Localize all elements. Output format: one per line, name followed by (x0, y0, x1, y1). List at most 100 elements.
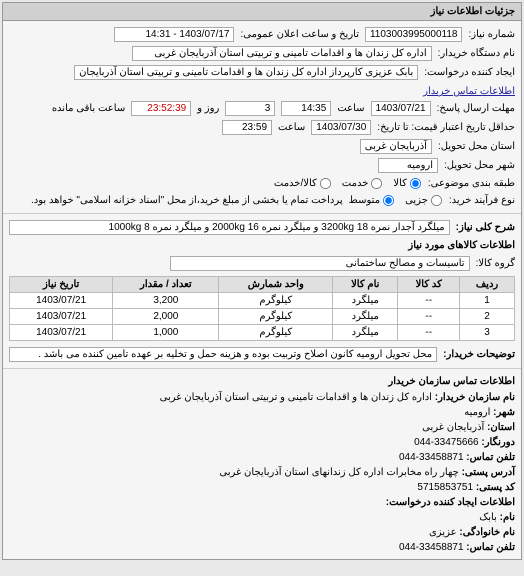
type-service-label: خدمت (342, 178, 369, 189)
table-cell: میلگرد (333, 309, 398, 325)
table-header-row: ردیف کد کالا نام کالا واحد شمارش تعداد /… (10, 277, 515, 293)
table-cell: 1403/07/21 (10, 293, 113, 309)
section-type-label: طبقه بندی موضوعی: (428, 178, 515, 189)
f-name-lbl: نام: (500, 512, 515, 523)
days-remain: 3 (225, 101, 275, 116)
buyer-org-value: اداره کل زندان ها و اقدامات تامینی و ترب… (132, 46, 432, 61)
type-goods-option[interactable]: کالا (393, 177, 422, 190)
creator-label: ایجاد کننده درخواست: (424, 67, 515, 78)
process-label: نوع فرآیند خرید: (449, 195, 515, 206)
type-both-option[interactable]: کالا/خدمت (274, 177, 332, 190)
deadline-reply-time: 14:35 (281, 101, 331, 116)
items-table: ردیف کد کالا نام کالا واحد شمارش تعداد /… (9, 276, 515, 341)
type-radio-group: کالا خدمت کالا/خدمت (274, 177, 422, 190)
type-goods-radio[interactable] (410, 178, 421, 189)
f-tel-lbl: تلفن تماس: (466, 452, 515, 463)
table-cell: 2,000 (113, 309, 219, 325)
province-value: آذربایجان غربی (360, 139, 432, 154)
col-code: کد کالا (398, 277, 460, 293)
f-fax: 33475666-044 (414, 437, 479, 448)
f-postal-lbl: کد پستی: (476, 482, 515, 493)
f-tel: 33458871-044 (399, 452, 464, 463)
creator-value: بابک عزیزی کارپرداز اداره کل زندان ها و … (74, 65, 418, 80)
table-row: 3--میلگردکیلوگرم1,0001403/07/21 (10, 325, 515, 341)
f-prov-lbl: استان: (487, 422, 515, 433)
f-tel2: 33458871-044 (399, 542, 464, 553)
group-label: گروه کالا: (476, 258, 515, 269)
table-body: 1--میلگردکیلوگرم3,2001403/07/212--میلگرد… (10, 293, 515, 341)
need-number-label: شماره نیاز: (468, 29, 515, 40)
deadline-reply-date: 1403/07/21 (371, 101, 431, 116)
contact-title: اطلاعات تماس سازمان خریدار (9, 373, 515, 390)
table-cell: 1403/07/21 (10, 309, 113, 325)
deadline-reply-label: مهلت ارسال پاسخ: (437, 103, 515, 114)
proc-low-label: جزیی (405, 195, 428, 206)
type-both-label: کالا/خدمت (274, 178, 317, 189)
f-city-lbl: شهر: (493, 407, 515, 418)
announce-label: تاریخ و ساعت اعلان عمومی: (240, 29, 359, 40)
table-cell: 2 (460, 309, 515, 325)
col-qty: تعداد / مقدار (113, 277, 219, 293)
f-addr-lbl: آدرس پستی: (462, 467, 515, 478)
table-cell: میلگرد (333, 325, 398, 341)
f-fax-lbl: دورنگار: (481, 437, 515, 448)
f-addr: چهار راه مخابرات اداره کل زندانهای استان… (219, 467, 458, 478)
f-org: اداره کل زندان ها و اقدامات تامینی و ترب… (160, 392, 432, 403)
table-cell: -- (398, 325, 460, 341)
desc-label: شرح کلی نیاز: (456, 222, 515, 233)
table-cell: کیلوگرم (219, 293, 333, 309)
col-row: ردیف (460, 277, 515, 293)
days-label: روز و (197, 103, 219, 114)
f-req-creator-title: اطلاعات ایجاد کننده درخواست: (9, 495, 515, 510)
table-cell: 1403/07/21 (10, 325, 113, 341)
table-cell: کیلوگرم (219, 325, 333, 341)
need-details-panel: جزئیات اطلاعات نیاز شماره نیاز: 11030039… (2, 2, 522, 560)
f-family-lbl: نام خانوادگی: (459, 527, 515, 538)
buyer-org-label: نام دستگاه خریدار: (438, 48, 515, 59)
contact-buyer-link[interactable]: اطلاعات تماس خریدار (423, 86, 515, 97)
items-title: اطلاعات کالاهای مورد نیاز (9, 237, 515, 254)
announce-date-value: 1403/07/17 - 14:31 (114, 27, 234, 42)
proc-low-radio[interactable] (431, 195, 442, 206)
table-row: 1--میلگردکیلوگرم3,2001403/07/21 (10, 293, 515, 309)
time-label: ساعت (337, 103, 364, 114)
table-cell: 3,200 (113, 293, 219, 309)
proc-mid-radio[interactable] (383, 195, 394, 206)
remain-label: ساعت باقی مانده (52, 103, 125, 114)
city-label: شهر محل تحویل: (444, 160, 515, 171)
f-org-lbl: نام سازمان خریدار: (435, 392, 515, 403)
validity-date: 1403/07/30 (311, 120, 371, 135)
proc-mid-label: متوسط (349, 195, 380, 206)
explain-value: محل تحویل ارومیه کانون اصلاح وتربیت بوده… (9, 347, 437, 362)
remain-time: 23:52:39 (131, 101, 191, 116)
city-value: ارومیه (378, 158, 438, 173)
validity-time: 23:59 (222, 120, 272, 135)
col-unit: واحد شمارش (219, 277, 333, 293)
table-cell: -- (398, 309, 460, 325)
table-cell: -- (398, 293, 460, 309)
proc-low-option[interactable]: جزیی (405, 194, 443, 207)
col-name: نام کالا (333, 277, 398, 293)
proc-mid-option[interactable]: متوسط (349, 194, 395, 207)
type-service-radio[interactable] (371, 178, 382, 189)
type-both-radio[interactable] (320, 178, 331, 189)
f-name: بابک (479, 512, 497, 523)
table-cell: 1,000 (113, 325, 219, 341)
desc-value: میلگرد آجدار نمره 18 3200kg و میلگرد نمر… (9, 220, 450, 235)
process-radio-group: جزیی متوسط (349, 194, 443, 207)
explain-label: توضیحات خریدار: (443, 349, 515, 360)
table-cell: 1 (460, 293, 515, 309)
table-cell: میلگرد (333, 293, 398, 309)
validity-time-label: ساعت (278, 122, 305, 133)
need-number-value: 1103003995000118 (365, 27, 463, 42)
validity-label: حداقل تاریخ اعتبار قیمت: تا تاریخ: (377, 122, 515, 133)
type-service-option[interactable]: خدمت (342, 177, 384, 190)
f-tel2-lbl: تلفن تماس: (466, 542, 515, 553)
table-row: 2--میلگردکیلوگرم2,0001403/07/21 (10, 309, 515, 325)
panel-title: جزئیات اطلاعات نیاز (3, 3, 521, 21)
f-family: عزیزی (429, 527, 457, 538)
group-value: تاسیسات و مصالح ساختمانی (170, 256, 470, 271)
table-cell: کیلوگرم (219, 309, 333, 325)
province-label: استان محل تحویل: (438, 141, 515, 152)
table-cell: 3 (460, 325, 515, 341)
